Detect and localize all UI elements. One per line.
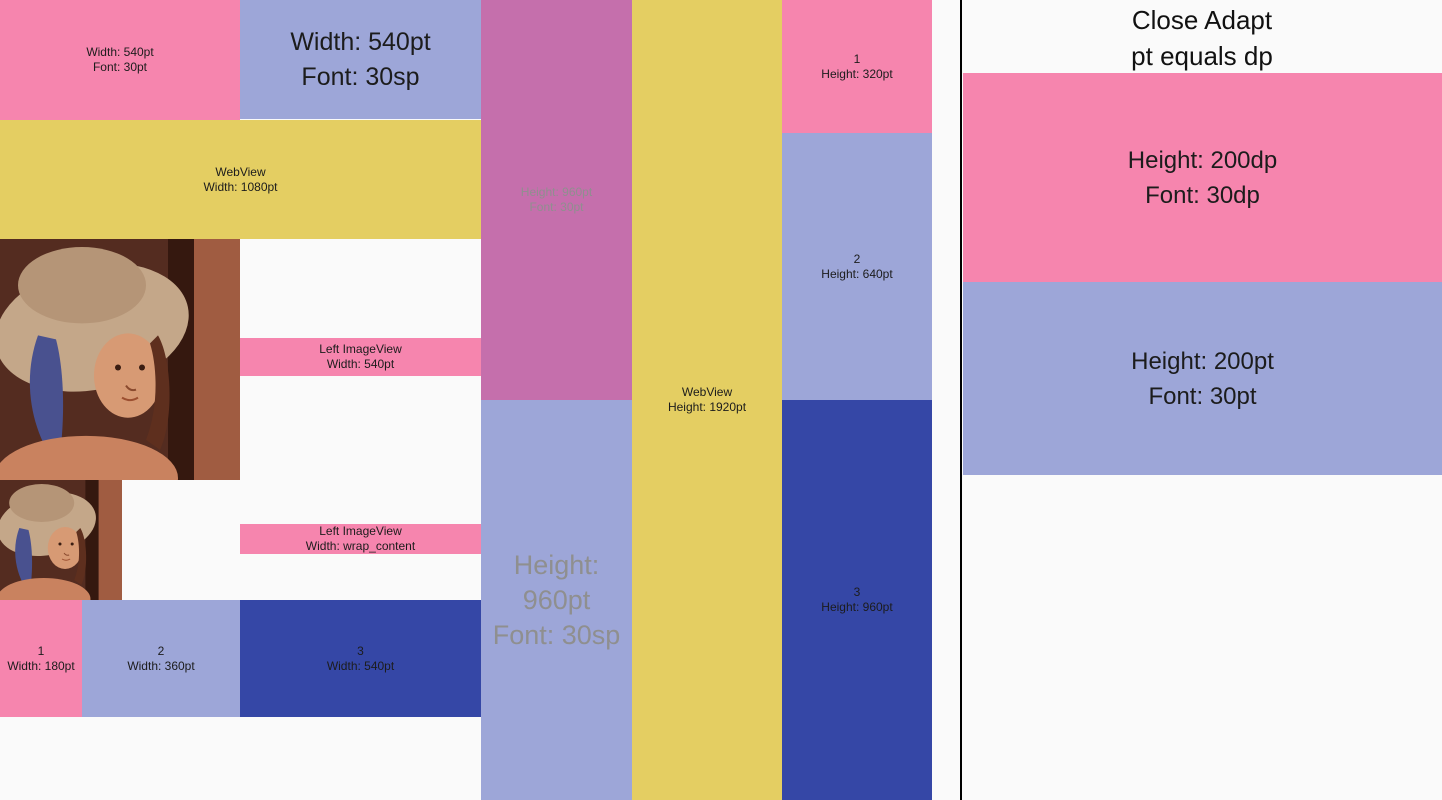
left-imageview-wrap-label: Left ImageView Width: wrap_content <box>240 524 481 554</box>
width-block-3: 3 Width: 540pt <box>240 600 481 717</box>
orchid-height-font-pt-block: Height: 960pt Font: 30pt <box>481 0 632 400</box>
left-imageview-540-label: Left ImageView Width: 540pt <box>240 338 481 376</box>
width-block-2: 2 Width: 360pt <box>82 600 240 717</box>
panel-divider <box>960 0 962 800</box>
height-200dp-block: Height: 200dp Font: 30dp <box>963 73 1442 282</box>
indigo-width-font-sp-block: Width: 540pt Font: 30sp <box>240 0 481 119</box>
right-panel: Close Adapt pt equals dp Height: 200dp F… <box>962 0 1442 800</box>
close-adapt-title: Close Adapt pt equals dp <box>1131 5 1273 71</box>
webview-width-block: WebView Width: 1080pt <box>0 120 481 239</box>
width-block-1: 1 Width: 180pt <box>0 600 82 717</box>
height-block-2: 2 Height: 640pt <box>782 133 932 400</box>
lena-image-small <box>0 480 122 600</box>
height-200pt-block: Height: 200pt Font: 30pt <box>963 282 1442 475</box>
height-block-1: 1 Height: 320pt <box>782 0 932 133</box>
webview-height-block: WebView Height: 1920pt <box>632 0 782 800</box>
lena-image-large <box>0 239 240 480</box>
height-block-3: 3 Height: 960pt <box>782 400 932 800</box>
indigo-height-font-sp-block: Height: 960pt Font: 30sp <box>481 400 632 800</box>
pink-width-font-pt-block: Width: 540pt Font: 30pt <box>0 0 240 120</box>
